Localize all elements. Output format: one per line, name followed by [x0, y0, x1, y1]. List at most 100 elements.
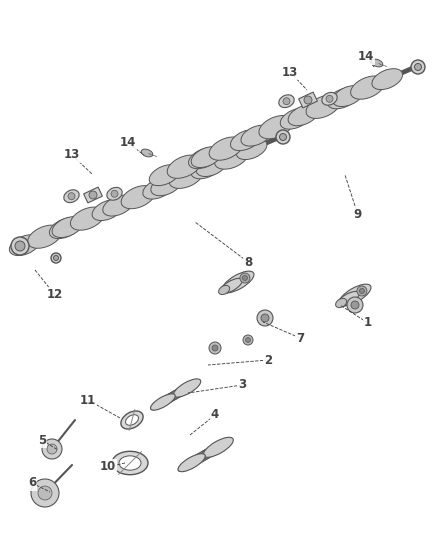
Ellipse shape — [92, 200, 123, 221]
Ellipse shape — [332, 86, 363, 107]
Ellipse shape — [215, 146, 249, 169]
Ellipse shape — [149, 165, 180, 185]
Ellipse shape — [288, 105, 319, 126]
Ellipse shape — [105, 200, 124, 214]
Circle shape — [242, 276, 247, 280]
Text: 10: 10 — [100, 461, 116, 473]
Ellipse shape — [107, 188, 122, 200]
Ellipse shape — [165, 386, 190, 401]
Text: 7: 7 — [296, 332, 304, 344]
Ellipse shape — [279, 95, 294, 108]
Ellipse shape — [290, 110, 309, 124]
Ellipse shape — [259, 116, 293, 139]
Ellipse shape — [64, 190, 79, 203]
Circle shape — [243, 335, 253, 345]
Ellipse shape — [243, 131, 262, 144]
Ellipse shape — [155, 391, 180, 407]
Circle shape — [38, 486, 52, 500]
Ellipse shape — [52, 217, 83, 238]
Ellipse shape — [337, 292, 359, 306]
Ellipse shape — [219, 285, 230, 295]
Ellipse shape — [9, 235, 40, 256]
Ellipse shape — [230, 130, 261, 151]
Circle shape — [42, 439, 62, 459]
Circle shape — [276, 130, 290, 144]
Ellipse shape — [121, 411, 143, 429]
Circle shape — [53, 255, 59, 261]
Ellipse shape — [322, 92, 337, 105]
Ellipse shape — [350, 76, 385, 99]
Circle shape — [414, 63, 421, 70]
Ellipse shape — [188, 148, 219, 168]
Text: 4: 4 — [211, 408, 219, 422]
Ellipse shape — [178, 454, 205, 472]
Text: 12: 12 — [47, 288, 63, 302]
Circle shape — [261, 314, 269, 322]
Circle shape — [357, 286, 367, 296]
Circle shape — [246, 337, 251, 343]
Circle shape — [411, 60, 425, 74]
Circle shape — [209, 342, 221, 354]
Ellipse shape — [222, 271, 254, 293]
Text: 6: 6 — [28, 477, 36, 489]
Text: 13: 13 — [282, 66, 298, 78]
Ellipse shape — [241, 125, 272, 146]
Text: 2: 2 — [264, 353, 272, 367]
Polygon shape — [299, 92, 318, 108]
Text: 9: 9 — [354, 208, 362, 222]
Polygon shape — [84, 187, 102, 203]
Ellipse shape — [220, 278, 242, 294]
Circle shape — [212, 345, 218, 351]
Text: 8: 8 — [244, 255, 252, 269]
Circle shape — [111, 190, 118, 197]
Circle shape — [351, 301, 359, 309]
Ellipse shape — [160, 389, 185, 405]
Ellipse shape — [112, 451, 148, 475]
Ellipse shape — [141, 149, 153, 157]
Ellipse shape — [126, 415, 138, 425]
Text: 14: 14 — [120, 136, 136, 149]
Circle shape — [11, 237, 29, 255]
Circle shape — [304, 96, 312, 104]
Ellipse shape — [151, 394, 175, 410]
Circle shape — [15, 241, 25, 251]
Circle shape — [47, 444, 57, 454]
Ellipse shape — [143, 178, 173, 199]
Circle shape — [68, 193, 75, 200]
Ellipse shape — [71, 207, 104, 230]
Ellipse shape — [151, 175, 181, 196]
Ellipse shape — [194, 445, 221, 462]
Ellipse shape — [103, 195, 134, 216]
Ellipse shape — [203, 437, 233, 457]
Text: 13: 13 — [64, 149, 80, 161]
Circle shape — [31, 479, 59, 507]
Text: 1: 1 — [364, 317, 372, 329]
Ellipse shape — [306, 95, 340, 118]
Circle shape — [257, 310, 273, 326]
Ellipse shape — [189, 448, 216, 465]
Circle shape — [279, 133, 286, 141]
Ellipse shape — [196, 156, 227, 176]
Text: 11: 11 — [80, 393, 96, 407]
Ellipse shape — [201, 160, 220, 173]
Ellipse shape — [167, 155, 201, 179]
Circle shape — [89, 191, 97, 199]
Ellipse shape — [339, 284, 371, 306]
Ellipse shape — [121, 185, 155, 209]
Circle shape — [51, 253, 61, 263]
Ellipse shape — [280, 108, 311, 129]
Text: 5: 5 — [38, 433, 46, 447]
Text: 3: 3 — [238, 378, 246, 392]
Circle shape — [347, 297, 363, 313]
Ellipse shape — [336, 298, 347, 308]
Text: 14: 14 — [358, 51, 374, 63]
Ellipse shape — [199, 442, 226, 459]
Ellipse shape — [178, 454, 205, 471]
Ellipse shape — [191, 158, 222, 179]
Ellipse shape — [57, 221, 76, 235]
Ellipse shape — [170, 383, 194, 399]
Ellipse shape — [28, 225, 62, 248]
Circle shape — [240, 273, 250, 283]
Ellipse shape — [337, 90, 356, 103]
Ellipse shape — [236, 139, 267, 159]
